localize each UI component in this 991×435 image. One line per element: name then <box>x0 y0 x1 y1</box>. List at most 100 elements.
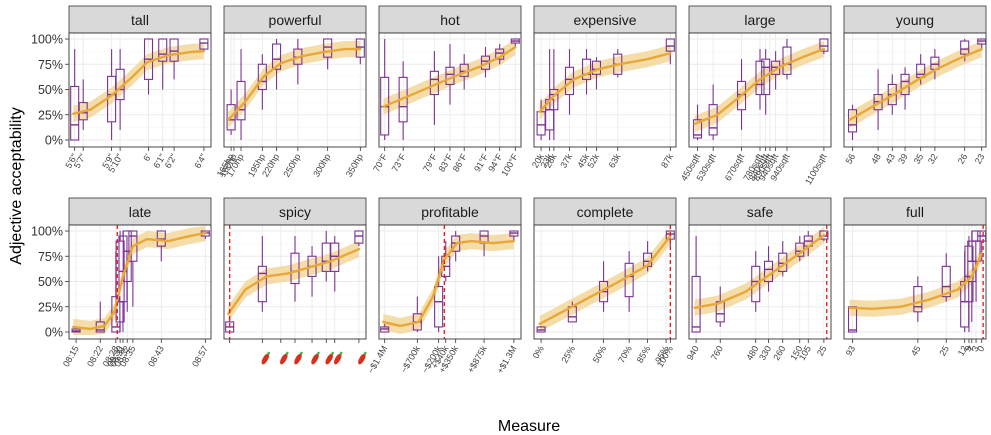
smooth-line <box>227 47 362 122</box>
panel-strip <box>223 5 367 34</box>
panel-title: young <box>896 12 934 28</box>
panel-spicy: spicy <box>223 197 367 365</box>
tick-label-x: 760 <box>709 344 725 362</box>
smooth-ribbon <box>73 225 206 336</box>
tick-label-x: 50% <box>591 344 609 365</box>
box <box>257 265 267 303</box>
tick-label-x: 32 <box>926 152 940 166</box>
box <box>169 38 179 62</box>
tick-label-x: 45 <box>909 344 923 358</box>
tick-label-x: +$1.3M <box>495 344 519 375</box>
panel-title: powerful <box>269 12 322 28</box>
tick-label-x: 25 <box>937 344 951 358</box>
box <box>941 265 951 298</box>
box <box>960 40 970 55</box>
tick-label-y: 0% <box>45 326 63 340</box>
box <box>708 104 718 136</box>
panel-title: profitable <box>421 204 479 220</box>
chili-pepper-body <box>325 353 333 365</box>
chili-pepper-icon <box>334 351 343 365</box>
panel-title: spicy <box>279 204 311 220</box>
tick-label-x: 08:43 <box>146 344 166 369</box>
tick-label-x: 87k <box>659 152 675 170</box>
panel-border <box>533 224 677 340</box>
chili-pepper-stem <box>339 351 343 356</box>
smooth-line <box>693 233 826 309</box>
tick-label-x: 48 <box>869 152 883 166</box>
panel-profitable: profitable−$1.4M −$700k−$200k+$40k+$350k +… <box>366 197 522 375</box>
chili-pepper-stem <box>330 351 335 356</box>
tick-label-x: 940 <box>685 344 701 362</box>
panel-title: tall <box>131 12 149 28</box>
chili-pepper-stem <box>363 351 367 356</box>
box <box>913 285 923 313</box>
chili-pepper-stem <box>299 351 304 356</box>
panel-strip <box>68 5 212 34</box>
tick-label-y: 100% <box>31 33 63 47</box>
smooth-ribbon <box>694 226 824 316</box>
chili-pepper-stem <box>285 351 289 356</box>
box <box>847 109 858 133</box>
tick-label-x: 43 <box>883 152 897 166</box>
box <box>434 285 444 328</box>
chili-pepper-body <box>358 353 366 365</box>
box <box>971 230 981 262</box>
panel-border <box>68 224 212 340</box>
tick-label-x: 350hp <box>344 152 365 179</box>
tick-label-x: 70°F <box>371 152 389 174</box>
tick-label-x: 12 <box>956 344 970 358</box>
panel-strip <box>533 5 677 34</box>
box <box>819 230 829 240</box>
tick-label-x: 52k <box>585 152 601 170</box>
box <box>736 80 747 111</box>
box <box>692 119 703 139</box>
smooth-line <box>72 231 207 331</box>
tick-label-x: 70% <box>616 344 634 365</box>
chili-pepper-body <box>261 353 270 365</box>
box <box>354 230 364 244</box>
panel-border <box>843 32 987 148</box>
tick-label-y: 25% <box>38 108 63 122</box>
tick-label-x: 35 <box>912 152 926 166</box>
tick-label-y: 75% <box>38 58 63 72</box>
tick-label-x: 93 <box>844 344 858 358</box>
tick-label-x: 6'2" <box>163 152 179 170</box>
panel-strip <box>843 197 987 226</box>
tick-label-x: 250hp <box>281 152 302 179</box>
tick-label-x: 86°F <box>451 152 469 174</box>
tick-label-x: 260 <box>771 344 787 362</box>
box <box>665 38 675 52</box>
box <box>691 275 701 333</box>
box <box>122 230 132 283</box>
panel-title: late <box>129 204 152 220</box>
panel-young: young 56 48 43 39 35 32 26 23 <box>843 5 987 166</box>
panel-strip <box>378 5 522 34</box>
smooth-ribbon <box>849 245 982 317</box>
box <box>782 46 792 75</box>
panel-border <box>68 32 212 148</box>
smooth-ribbon <box>73 43 204 122</box>
smooth-line <box>382 45 517 108</box>
smooth-line <box>848 47 983 122</box>
panel-border <box>223 32 367 148</box>
chili-pepper-stem <box>266 351 271 356</box>
tick-label-x: 73°F <box>390 152 408 174</box>
tick-label-x: 1100sqft <box>803 152 829 187</box>
chili-pepper-icon <box>294 351 304 365</box>
tick-label-x: 08:57 <box>190 344 210 369</box>
box <box>158 38 168 62</box>
panel-title: expensive <box>573 12 636 28</box>
tick-label-x: 79°F <box>421 152 439 174</box>
smooth-line <box>72 49 206 115</box>
tick-label-x: 23 <box>973 152 987 166</box>
box <box>199 38 209 50</box>
panel-strip <box>533 197 677 226</box>
